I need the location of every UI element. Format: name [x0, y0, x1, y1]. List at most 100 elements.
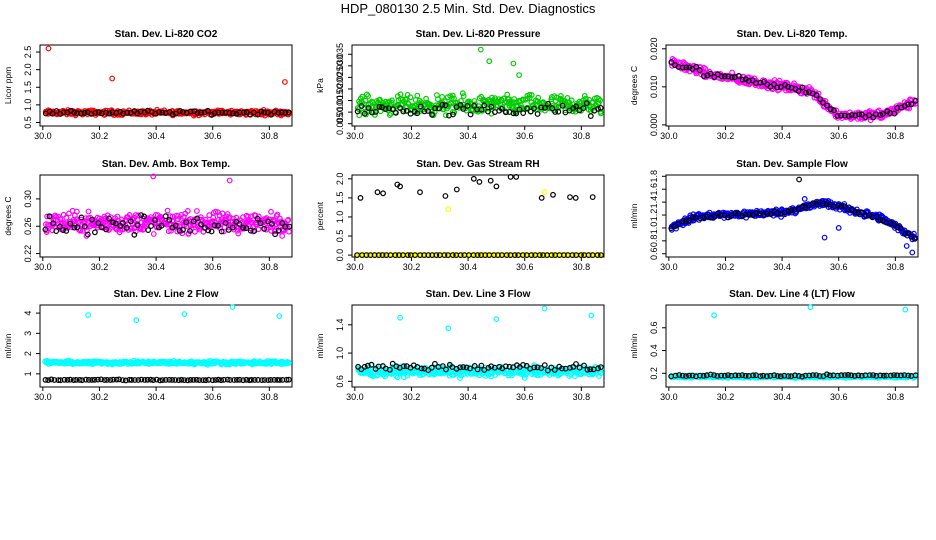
- data-point: [92, 110, 99, 116]
- data-point: [567, 364, 573, 371]
- panel-4: Stan. Dev. Amb. Box Temp. degrees C 30.0 30…: [3, 159, 293, 272]
- data-point: [870, 372, 876, 379]
- data-point: [61, 376, 68, 383]
- y-tick-label: 1.0: [23, 99, 33, 112]
- data-point: [106, 225, 113, 232]
- data-point: [362, 97, 369, 104]
- data-point: [248, 377, 255, 383]
- data-point: [254, 215, 261, 222]
- y-tick-label: 0.6: [335, 375, 345, 388]
- data-point: [689, 372, 696, 379]
- y-tick-label: 0.8: [649, 235, 659, 248]
- series-all: [42, 45, 292, 119]
- data-point: [63, 214, 70, 221]
- y-tick-label: 0.4: [649, 344, 659, 357]
- data-point: [693, 63, 700, 70]
- data-point: [393, 109, 399, 116]
- data-point: [795, 206, 802, 212]
- data-point: [874, 216, 881, 223]
- data-point: [131, 377, 138, 383]
- data-point: [274, 377, 281, 383]
- x-tick-label: 30.8: [573, 392, 591, 402]
- data-point: [75, 218, 81, 224]
- data-point: [417, 103, 424, 110]
- data-point: [231, 377, 237, 383]
- x-tick-label: 30.4: [147, 262, 165, 272]
- data-point: [264, 224, 270, 231]
- data-point: [74, 224, 81, 231]
- data-point: [848, 112, 855, 118]
- data-point: [683, 64, 690, 71]
- data-point: [535, 94, 542, 101]
- data-point: [597, 97, 604, 104]
- data-point: [855, 209, 862, 216]
- panel-title: Stan. Dev. Sample Flow: [736, 159, 848, 170]
- data-point: [555, 108, 562, 115]
- data-point: [261, 225, 268, 232]
- data-point: [126, 211, 133, 218]
- series-all: [668, 304, 918, 382]
- data-point: [45, 377, 52, 384]
- data-point: [866, 112, 872, 119]
- data-point: [363, 252, 370, 259]
- data-point: [441, 252, 448, 259]
- data-point: [442, 102, 449, 109]
- data-point: [598, 252, 604, 259]
- data-point: [279, 220, 286, 227]
- data-point: [282, 109, 289, 116]
- data-point: [545, 100, 551, 107]
- data-point: [42, 377, 49, 383]
- data-point: [286, 376, 292, 383]
- data-point: [471, 363, 478, 369]
- data-point: [401, 363, 407, 370]
- data-point: [848, 372, 855, 379]
- data-point: [227, 377, 234, 383]
- y-tick-label: 2.5: [23, 46, 33, 59]
- data-point: [572, 194, 579, 201]
- data-point: [544, 367, 551, 374]
- panel-2: Stan. Dev. Li-820 Pressure kPa 30.0 30.2 30.…: [315, 29, 605, 141]
- data-point: [389, 360, 396, 367]
- data-point: [774, 373, 781, 379]
- data-point: [488, 103, 495, 110]
- x-tick-label: 30.2: [91, 392, 109, 402]
- data-point: [85, 377, 92, 383]
- data-point: [459, 90, 466, 97]
- data-point: [184, 377, 191, 384]
- data-point: [757, 373, 764, 380]
- data-point: [240, 224, 247, 231]
- data-point: [481, 367, 488, 373]
- data-point: [233, 377, 240, 383]
- data-point: [205, 227, 212, 234]
- data-point: [714, 210, 721, 217]
- data-point: [457, 375, 463, 382]
- x-tick-label: 30.4: [459, 131, 477, 141]
- data-point: [57, 223, 63, 230]
- data-point: [138, 376, 145, 383]
- data-point: [177, 107, 183, 114]
- data-point: [801, 195, 808, 202]
- y-tick-label: 1.8: [649, 170, 659, 183]
- data-point: [379, 252, 386, 259]
- data-point: [891, 372, 897, 379]
- data-point: [470, 252, 477, 259]
- data-point: [697, 372, 703, 379]
- data-point: [215, 376, 222, 383]
- data-point: [158, 222, 165, 229]
- plot-frame: [39, 44, 293, 127]
- series-hourly: [668, 176, 918, 242]
- data-point: [71, 109, 77, 116]
- series-all: [42, 304, 292, 368]
- plot-frame: [351, 304, 605, 388]
- data-point: [711, 372, 717, 379]
- data-point: [460, 93, 467, 99]
- data-point: [683, 218, 689, 225]
- data-point: [286, 223, 293, 230]
- data-point: [175, 216, 181, 223]
- data-point: [760, 211, 767, 218]
- data-point: [77, 110, 84, 117]
- data-point: [856, 111, 862, 118]
- data-point: [535, 372, 541, 379]
- data-point: [194, 109, 201, 116]
- data-point: [183, 219, 190, 226]
